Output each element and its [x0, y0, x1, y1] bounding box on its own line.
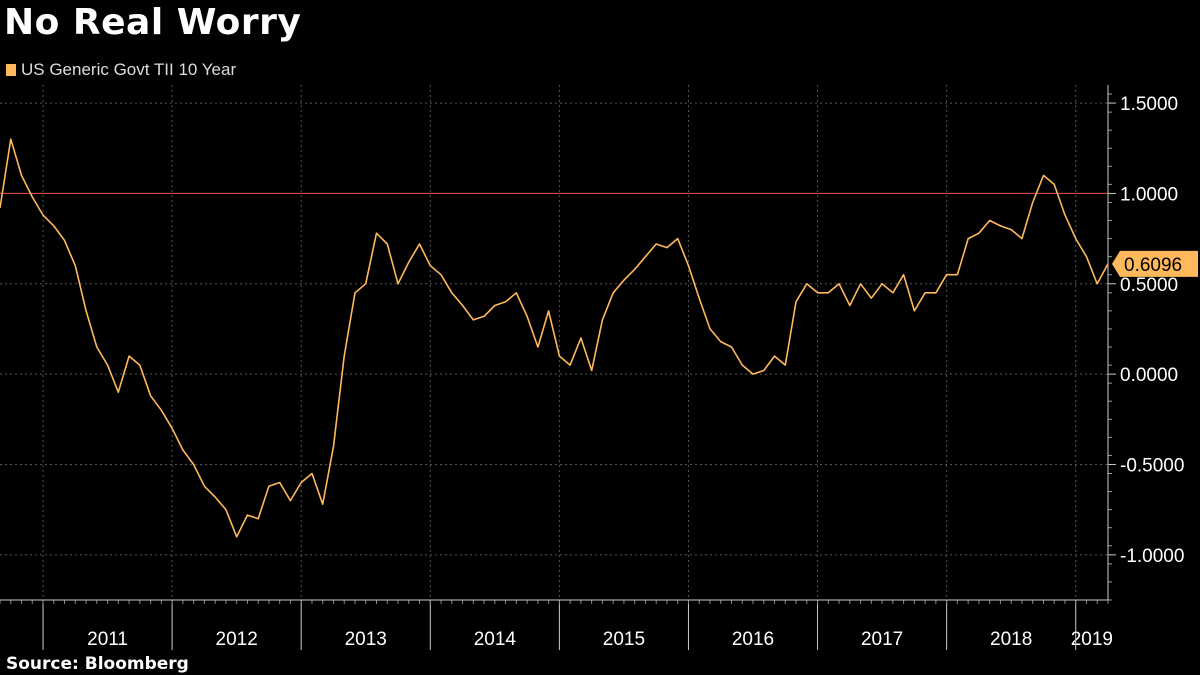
source-note: Source: Bloomberg: [6, 654, 189, 674]
y-tick-label: -1.0000: [1120, 546, 1184, 567]
y-tick-label: -0.5000: [1120, 455, 1184, 476]
legend-label: US Generic Govt TII 10 Year: [21, 60, 237, 79]
legend-swatch: [6, 64, 16, 76]
series-line: [0, 138, 1109, 538]
x-tick-label: 2012: [216, 629, 258, 650]
last-value-label: 0.6096: [1124, 255, 1182, 276]
y-tick-label: 0.0000: [1120, 365, 1178, 386]
last-value-tag: [1112, 250, 1198, 277]
plot-area: [0, 138, 1109, 538]
chart-title: No Real Worry: [4, 2, 302, 43]
x-tick-label: 2014: [474, 629, 517, 650]
y-tick-label: 1.0000: [1120, 184, 1178, 205]
x-tick-label: 2011: [87, 629, 128, 650]
x-tick-label: 2018: [990, 629, 1032, 650]
x-tick-label: 2016: [732, 629, 774, 650]
x-tick-label: 2015: [603, 629, 645, 650]
x-tick-label: 2013: [345, 629, 387, 650]
x-tick-label: 2017: [861, 629, 903, 650]
legend: US Generic Govt TII 10 Year: [6, 60, 236, 80]
y-tick-label: 0.5000: [1120, 275, 1178, 296]
y-axis: 1.5000 1.0000 0.5000 0.0000 -0.5000 -1.0000 0.…: [1107, 85, 1198, 601]
y-tick-label: 1.5000: [1120, 94, 1178, 115]
x-tick-label: 2019: [1071, 629, 1113, 650]
grid: [0, 85, 1108, 600]
x-axis: 2011 2012 2013 2014 2015 2016 2017 2018 2019: [0, 599, 1113, 650]
